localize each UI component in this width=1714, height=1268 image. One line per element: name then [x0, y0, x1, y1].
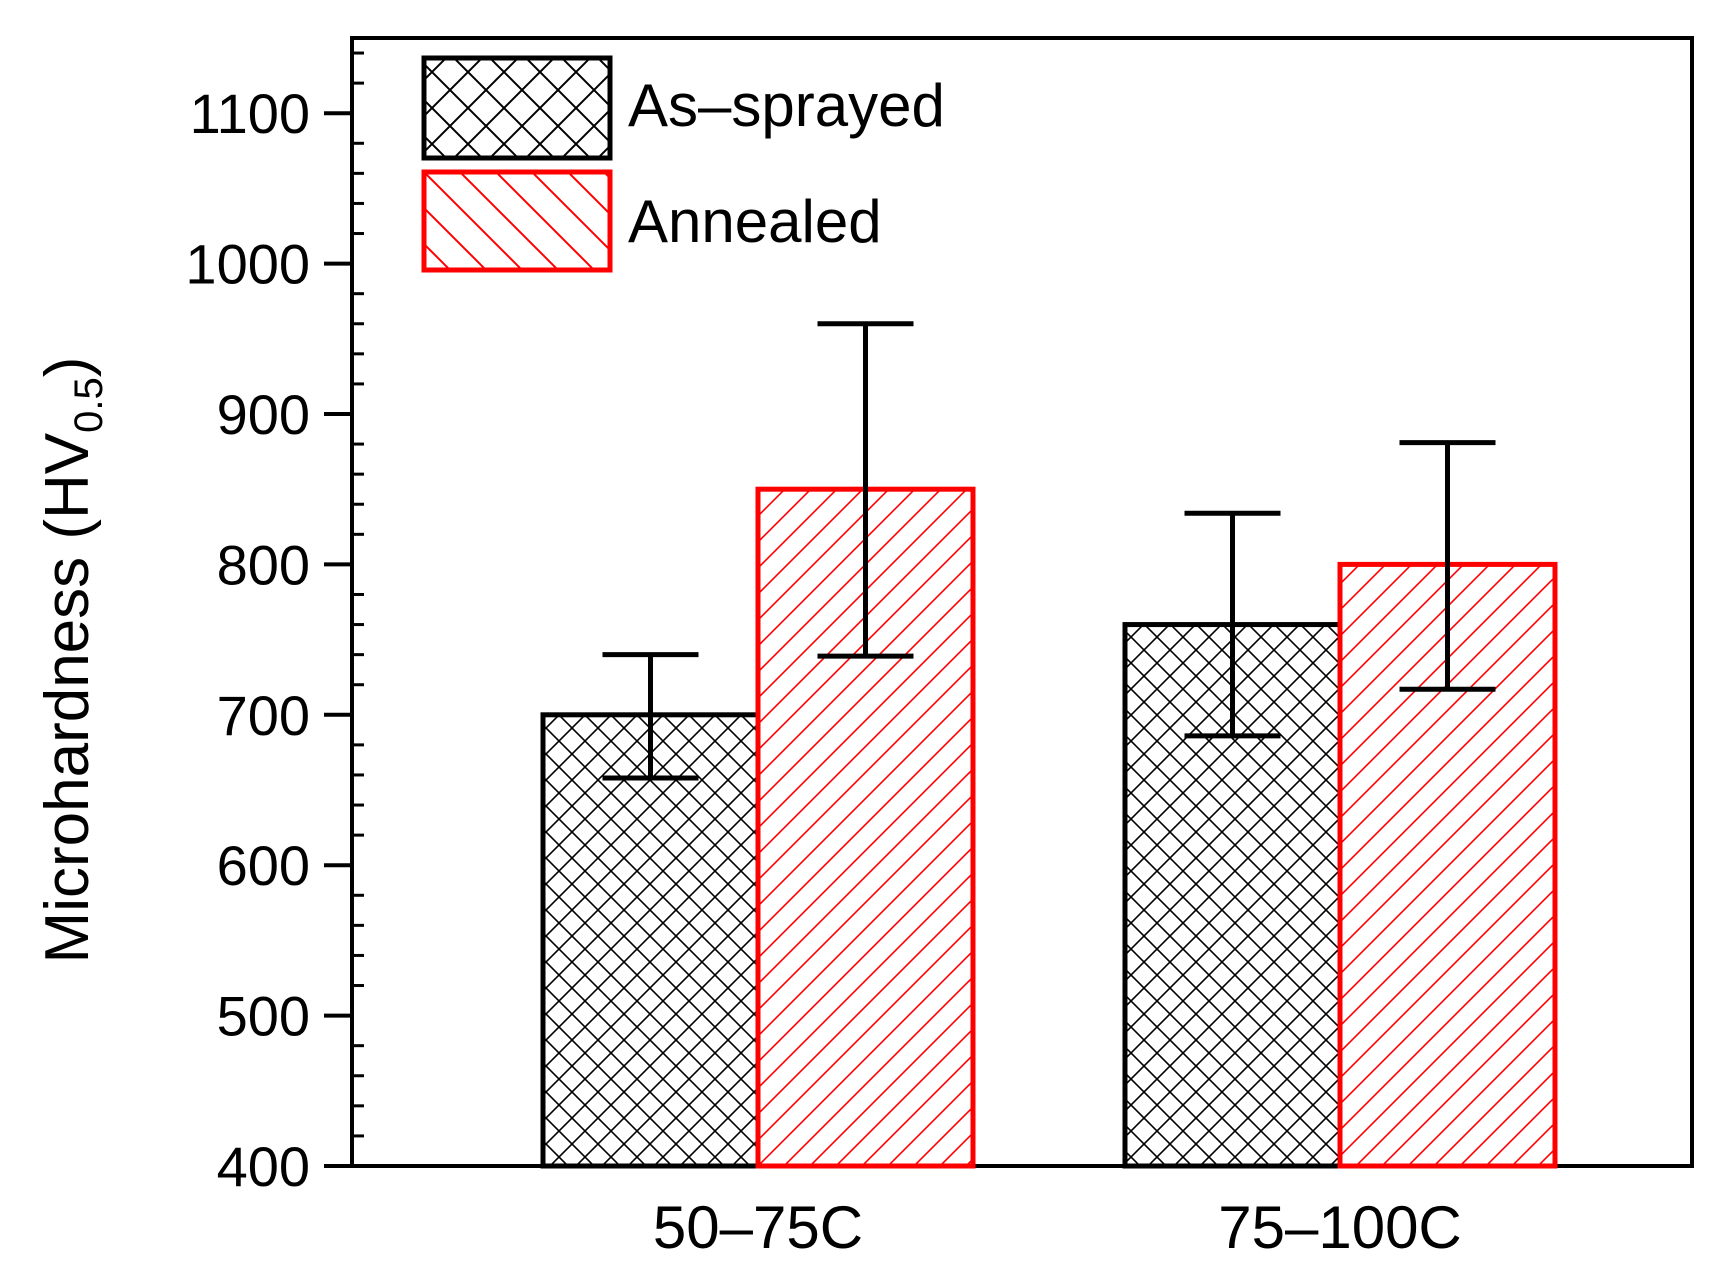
y-tick-label: 1100: [190, 82, 310, 145]
legend-swatch-as-sprayed: [421, 55, 613, 161]
legend: As–sprayed Annealed: [421, 55, 945, 273]
bars-group: [540, 486, 1558, 1169]
legend-label-as-sprayed: As–sprayed: [628, 72, 945, 139]
category-labels: 50–75C 75–100C: [653, 1194, 1462, 1261]
y-tick-label: 700: [217, 684, 310, 747]
bar: [540, 712, 761, 1169]
y-tick-label: 500: [217, 985, 310, 1048]
y-tick-label: 1000: [185, 233, 310, 296]
y-axis-title: Microhardness (HV0.5): [33, 357, 111, 964]
y-tick-label: 400: [217, 1135, 310, 1198]
category-label: 75–100C: [1218, 1194, 1462, 1261]
legend-swatch-annealed: [421, 169, 613, 273]
axes-group: 400 500 600 700 800 900 1000 1100: [185, 36, 1694, 1198]
error-bars-group: [602, 321, 1496, 781]
legend-label-annealed: Annealed: [628, 188, 882, 255]
y-tick-label: 900: [217, 383, 310, 446]
bar: [1122, 622, 1343, 1169]
y-tick-label: 600: [217, 834, 310, 897]
plot-frame: [350, 36, 1694, 1168]
category-label: 50–75C: [653, 1194, 863, 1261]
y-tick-label: 800: [217, 533, 310, 596]
